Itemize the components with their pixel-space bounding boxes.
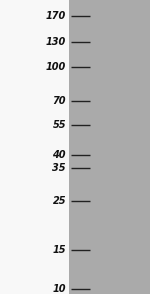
Text: 25: 25 <box>52 196 66 206</box>
Text: 10: 10 <box>52 284 66 294</box>
Text: 35: 35 <box>52 163 66 173</box>
Bar <box>0 0 69 294</box>
Text: 170: 170 <box>46 11 66 21</box>
Text: 55: 55 <box>52 120 66 130</box>
Text: 130: 130 <box>46 36 66 46</box>
Text: 15: 15 <box>52 245 66 255</box>
Text: 70: 70 <box>52 96 66 106</box>
Text: 100: 100 <box>46 62 66 72</box>
Text: 40: 40 <box>52 150 66 160</box>
